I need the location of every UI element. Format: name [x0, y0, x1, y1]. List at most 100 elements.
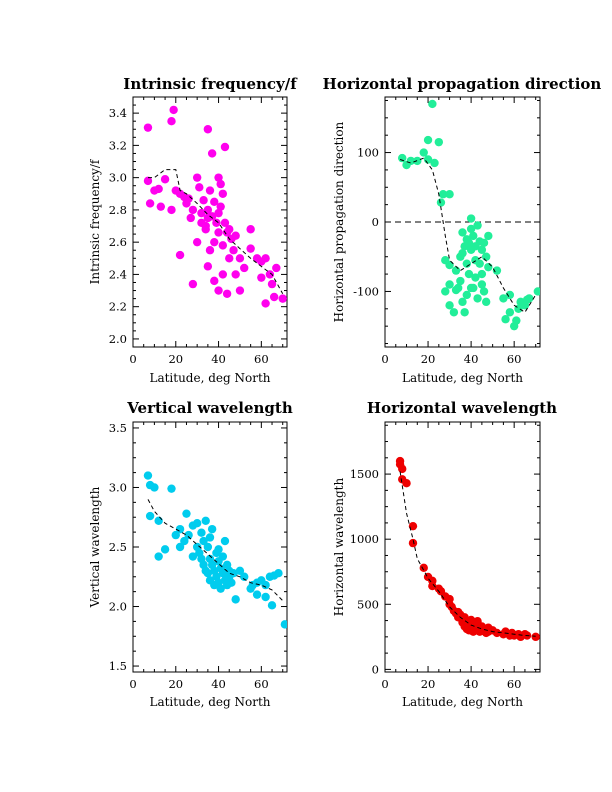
vertical-wavelength-data-point — [150, 483, 159, 492]
vertical-wavelength-data-point — [216, 584, 225, 593]
intrinsic-frequency-data-point — [229, 246, 238, 255]
vertical-wavelength-data-point — [235, 566, 245, 576]
propagation-direction-data-point — [505, 308, 515, 317]
intrinsic-frequency-data-point — [188, 279, 198, 289]
vertical-wavelength-title: Vertical wavelength — [126, 399, 293, 417]
vertical-wavelength-ytick-label: 3.0 — [109, 480, 127, 494]
propagation-direction-xlabel: Latitude, deg North — [402, 371, 523, 385]
vertical-wavelength-data-point — [218, 552, 228, 561]
propagation-direction-points — [398, 99, 540, 331]
intrinsic-frequency-data-point — [167, 116, 176, 126]
intrinsic-frequency-data-point — [160, 175, 170, 184]
vertical-wavelength-data-point — [154, 516, 163, 526]
intrinsic-frequency-data-point — [216, 179, 225, 189]
propagation-direction-data-point — [451, 266, 461, 275]
horizontal-wavelength-points — [395, 456, 540, 642]
propagation-direction-data-point — [505, 290, 515, 300]
vertical-wavelength-data-point — [214, 545, 223, 554]
propagation-direction-data-point — [477, 269, 487, 279]
propagation-direction-ytick-label: 100 — [357, 146, 379, 160]
intrinsic-frequency-data-point — [216, 202, 225, 211]
horizontal-wavelength-data-point — [398, 464, 407, 474]
propagation-direction-xtick-label: 20 — [421, 352, 436, 366]
propagation-direction-data-point — [475, 259, 484, 268]
intrinsic-frequency-data-point — [220, 218, 230, 228]
propagation-direction-data-point — [471, 273, 480, 282]
propagation-direction-data-point — [525, 294, 534, 303]
vertical-wavelength-ytick-label: 1.5 — [109, 659, 127, 673]
vertical-wavelength-data-point — [180, 536, 189, 546]
intrinsic-frequency-data-point — [267, 279, 277, 289]
propagation-direction-data-point — [477, 280, 487, 289]
vertical-wavelength-data-point — [197, 528, 206, 537]
propagation-direction-xtick-label: 0 — [381, 352, 388, 366]
intrinsic-frequency-trend-line — [148, 169, 284, 295]
vertical-wavelength-xtick-label: 0 — [129, 677, 136, 691]
intrinsic-frequency-data-point — [231, 231, 240, 240]
vertical-wavelength-data-point — [227, 578, 236, 587]
intrinsic-frequency-ytick-label: 3.2 — [109, 138, 127, 152]
intrinsic-frequency-ytick-label: 3.0 — [109, 171, 127, 185]
horizontal-wavelength-xlabel: Latitude, deg North — [402, 695, 523, 709]
horizontal-wavelength-ytick-label: 0 — [372, 662, 379, 676]
intrinsic-frequency-data-point — [205, 186, 215, 195]
intrinsic-frequency-data-point — [143, 176, 153, 186]
propagation-direction-data-point — [462, 259, 472, 268]
intrinsic-frequency-data-point — [143, 123, 153, 132]
propagation-direction-data-point — [445, 190, 454, 199]
horizontal-wavelength-ytick-label: 1500 — [350, 467, 379, 481]
vertical-wavelength-trend-line — [147, 499, 284, 601]
vertical-wavelength-xtick-label: 60 — [254, 677, 269, 691]
intrinsic-frequency-data-point — [214, 173, 223, 182]
propagation-direction-data-point — [434, 137, 444, 147]
propagation-direction-ytick-label: -100 — [353, 284, 379, 298]
intrinsic-frequency-data-point — [154, 184, 163, 194]
vertical-wavelength-data-point — [167, 484, 176, 493]
vertical-wavelength-xtick-label: 40 — [211, 677, 226, 691]
intrinsic-frequency-xtick-label: 20 — [168, 352, 183, 366]
horizontal-wavelength-ytick-label: 500 — [357, 597, 379, 611]
propagation-direction-data-point — [430, 158, 439, 168]
intrinsic-frequency-data-point — [207, 149, 217, 158]
vertical-wavelength-data-point — [143, 471, 153, 480]
propagation-direction-data-point — [445, 301, 454, 310]
intrinsic-frequency-data-point — [199, 196, 208, 205]
intrinsic-frequency-data-point — [203, 125, 213, 134]
propagation-direction-data-point — [464, 269, 474, 279]
propagation-direction-data-point — [466, 283, 476, 293]
intrinsic-frequency-data-point — [265, 270, 275, 279]
horizontal-wavelength-xtick-label: 40 — [464, 677, 479, 691]
propagation-direction-data-point — [492, 266, 502, 275]
intrinsic-frequency-data-point — [184, 194, 193, 203]
intrinsic-frequency-data-point — [192, 237, 202, 247]
vertical-wavelength-data-point — [184, 530, 193, 540]
intrinsic-frequency-xtick-label: 0 — [129, 352, 136, 366]
horizontal-wavelength-xtick-label: 20 — [421, 677, 436, 691]
propagation-direction-data-point — [423, 135, 433, 145]
propagation-direction-data-point — [449, 308, 459, 317]
intrinsic-frequency-data-point — [269, 292, 279, 302]
intrinsic-frequency-data-point — [197, 208, 206, 218]
propagation-direction-data-point — [481, 297, 491, 307]
vertical-wavelength-data-point — [175, 524, 185, 534]
intrinsic-frequency-ytick-label: 2.0 — [109, 332, 127, 346]
intrinsic-frequency-data-point — [261, 254, 270, 263]
intrinsic-frequency-points — [143, 105, 287, 308]
propagation-direction-data-point — [441, 287, 450, 296]
horizontal-wavelength-panel: Horizontal wavelength 0 20 40 60 0 500 1000 1500… — [332, 399, 557, 709]
vertical-wavelength-ytick-label: 2.5 — [109, 540, 127, 554]
intrinsic-frequency-data-point — [156, 202, 166, 211]
intrinsic-frequency-data-point — [218, 270, 228, 279]
vertical-wavelength-data-point — [145, 511, 155, 521]
intrinsic-frequency-data-point — [201, 225, 210, 234]
intrinsic-frequency-data-point — [167, 205, 176, 215]
vertical-wavelength-data-point — [188, 552, 198, 561]
propagation-direction-data-point — [481, 252, 491, 261]
vertical-wavelength-data-point — [220, 536, 230, 546]
vertical-wavelength-data-point — [274, 568, 283, 578]
vertical-wavelength-data-point — [192, 518, 202, 528]
vertical-wavelength-data-point — [231, 595, 240, 604]
intrinsic-frequency-data-point — [212, 218, 221, 228]
intrinsic-frequency-data-point — [188, 205, 198, 215]
propagation-direction-data-point — [406, 156, 416, 166]
